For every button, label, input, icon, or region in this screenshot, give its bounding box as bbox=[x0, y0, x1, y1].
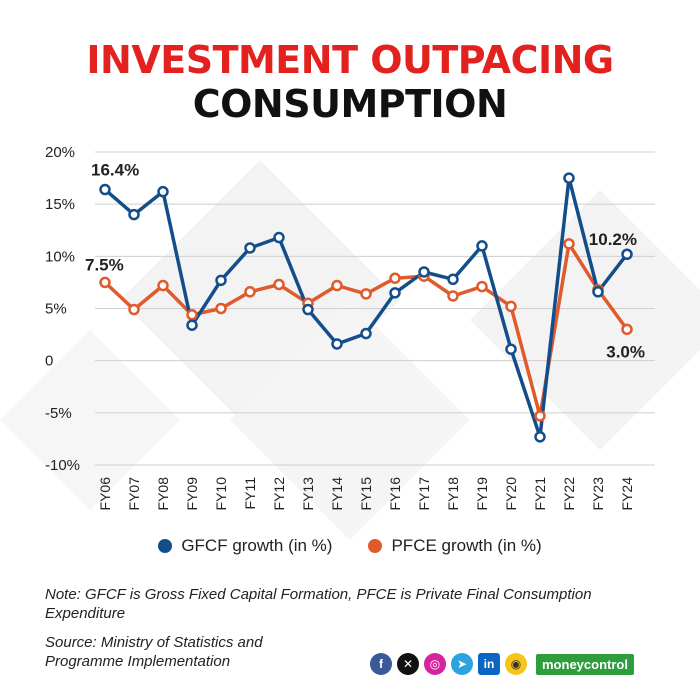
gfcf-point bbox=[157, 185, 169, 198]
grid-lines bbox=[95, 151, 655, 466]
gfcf-point bbox=[215, 274, 227, 287]
gfcf-point bbox=[389, 287, 401, 299]
y-tick-label: 20% bbox=[45, 144, 75, 161]
gfcf-point bbox=[621, 248, 633, 260]
pfce-point bbox=[621, 323, 633, 336]
instagram-icon[interactable]: ◎ bbox=[424, 653, 446, 675]
gfcf-point bbox=[418, 266, 430, 278]
gfcf-point bbox=[534, 431, 546, 443]
telegram-icon[interactable]: ➤ bbox=[451, 653, 473, 675]
facebook-icon[interactable]: f bbox=[370, 653, 392, 675]
y-tick-label: 5% bbox=[45, 301, 67, 318]
x-tick-label: FY20 bbox=[503, 477, 519, 511]
x-tick-label: FY07 bbox=[126, 477, 142, 511]
y-axis-ticks: 20% 15% 10% 5% 0 -5% -10% bbox=[45, 144, 80, 474]
gfcf-point bbox=[447, 273, 459, 286]
pfce-point bbox=[563, 238, 575, 250]
y-tick-label: 10% bbox=[45, 248, 75, 265]
x-tick-label: FY24 bbox=[619, 477, 635, 511]
x-tick-label: FY11 bbox=[242, 477, 258, 510]
data-label: 7.5% bbox=[85, 255, 124, 274]
legend: GFCF growth (in %) PFCE growth (in %) bbox=[0, 536, 700, 556]
gfcf-point bbox=[273, 231, 285, 244]
legend-label-gfcf: GFCF growth (in %) bbox=[181, 536, 333, 555]
x-tick-label: FY08 bbox=[155, 477, 171, 511]
source-note: Source: Ministry of Statistics and Progr… bbox=[45, 634, 263, 670]
pfce-point bbox=[534, 410, 546, 422]
gfcf-point bbox=[302, 303, 314, 316]
moneycontrol-logo: moneycontrol bbox=[536, 653, 634, 675]
y-tick-label: 0 bbox=[45, 353, 53, 370]
x-tick-label: FY23 bbox=[590, 477, 606, 511]
y-tick-label: 15% bbox=[45, 196, 75, 213]
pfce-point bbox=[505, 300, 517, 313]
series-points bbox=[99, 172, 633, 443]
pfce-point bbox=[244, 286, 256, 298]
x-tick-label: FY13 bbox=[300, 477, 316, 511]
gfcf-point bbox=[186, 319, 198, 331]
chart-title-line2: CONSUMPTION bbox=[192, 82, 508, 126]
x-tick-label: FY19 bbox=[474, 477, 490, 511]
pfce-point bbox=[157, 279, 169, 292]
gfcf-point bbox=[244, 242, 256, 254]
pfce-point bbox=[215, 302, 227, 315]
x-tick-label: FY14 bbox=[329, 477, 345, 511]
x-tick-label: FY18 bbox=[445, 477, 461, 511]
data-labels: 16.4% 7.5% 10.2% 3.0% bbox=[85, 161, 645, 362]
x-tick-label: FY17 bbox=[416, 477, 432, 511]
gfcf-point bbox=[360, 327, 372, 340]
gfcf-point bbox=[505, 343, 517, 355]
x-tick-label: FY16 bbox=[387, 477, 403, 511]
y-tick-label: -10% bbox=[45, 457, 80, 474]
gfcf-point bbox=[592, 286, 604, 298]
footnote: Note: GFCF is Gross Fixed Capital Format… bbox=[45, 586, 592, 622]
gfcf-point bbox=[128, 208, 140, 221]
gfcf-point bbox=[331, 338, 343, 350]
pfce-point bbox=[128, 303, 140, 316]
koo-icon[interactable]: ◉ bbox=[505, 653, 527, 675]
x-icon[interactable]: ✕ bbox=[397, 653, 419, 675]
brand-bar: f ✕ ◎ ➤ in ◉ moneycontrol bbox=[370, 652, 634, 676]
x-tick-label: FY06 bbox=[97, 477, 113, 511]
pfce-point bbox=[331, 279, 343, 292]
legend-item-gfcf: GFCF growth (in %) bbox=[158, 536, 332, 556]
y-tick-label: -5% bbox=[45, 405, 72, 422]
pfce-point bbox=[389, 272, 401, 284]
x-tick-label: FY09 bbox=[184, 477, 200, 511]
pfce-point bbox=[99, 276, 111, 289]
x-tick-label: FY21 bbox=[532, 477, 548, 511]
linkedin-icon[interactable]: in bbox=[478, 653, 500, 675]
gfcf-point bbox=[563, 172, 575, 184]
data-label: 10.2% bbox=[589, 230, 637, 249]
x-tick-label: FY10 bbox=[213, 477, 229, 511]
x-tick-label: FY15 bbox=[358, 477, 374, 511]
x-axis-ticks: FY06 FY07 FY08 FY09 FY10 FY11 FY12 FY13 FY14 FY15… bbox=[97, 477, 635, 511]
data-label: 16.4% bbox=[91, 161, 139, 180]
pfce-point bbox=[476, 280, 488, 293]
pfce-point bbox=[186, 309, 198, 321]
legend-item-pfce: PFCE growth (in %) bbox=[368, 536, 542, 556]
x-tick-label: FY12 bbox=[271, 477, 287, 511]
chart-title-line1: INVESTMENT OUTPACING bbox=[86, 38, 614, 82]
gfcf-point bbox=[99, 183, 111, 196]
pfce-point bbox=[273, 278, 285, 291]
gfcf-point bbox=[476, 240, 488, 252]
legend-dot-pfce bbox=[368, 539, 383, 553]
legend-dot-gfcf bbox=[158, 539, 173, 553]
pfce-point bbox=[447, 290, 459, 302]
data-label: 3.0% bbox=[606, 342, 645, 361]
x-tick-label: FY22 bbox=[561, 477, 577, 511]
series-lines bbox=[103, 176, 629, 439]
legend-label-pfce: PFCE growth (in %) bbox=[391, 536, 542, 555]
pfce-point bbox=[360, 288, 372, 300]
